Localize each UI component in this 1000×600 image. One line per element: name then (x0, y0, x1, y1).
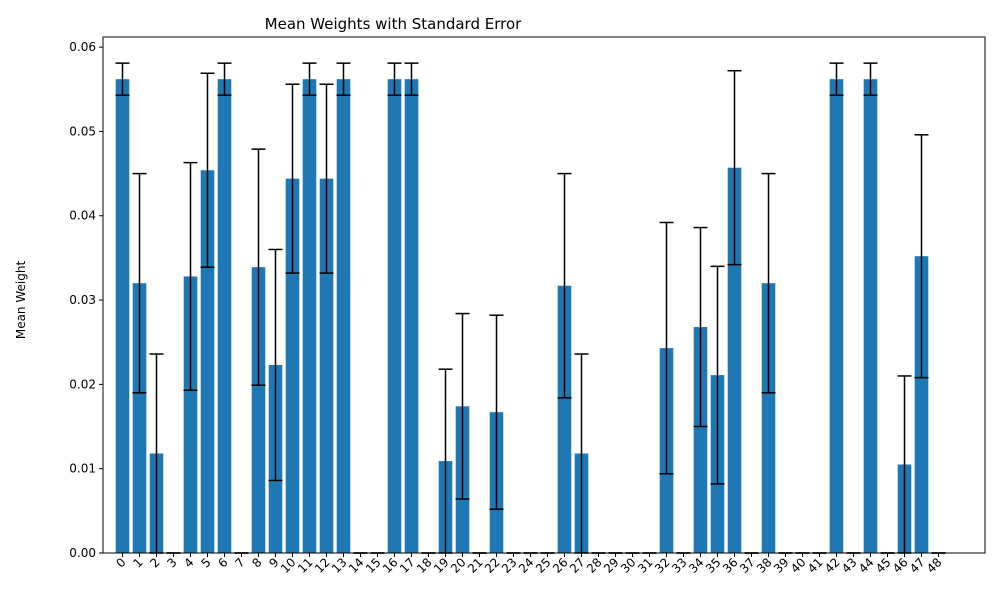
y-tick-label: 0.05 (69, 124, 96, 138)
error-bar (404, 62, 419, 96)
error-bar (183, 161, 198, 392)
bar (914, 256, 929, 553)
y-tick-label: 0.06 (69, 40, 96, 54)
x-tick-label: 4 (181, 555, 196, 570)
bar (404, 79, 419, 553)
x-tick-label: 48 (924, 555, 945, 576)
bar (285, 178, 300, 553)
error-bar (914, 134, 929, 379)
x-tick-label: 2 (147, 555, 162, 570)
error-bar (489, 314, 504, 510)
error-bar (387, 62, 402, 96)
error-bar (132, 172, 147, 394)
plot-frame (102, 36, 986, 554)
error-bar (455, 312, 470, 500)
y-tick-label: 0.03 (69, 293, 96, 307)
error-bar (727, 69, 742, 266)
error-bars-group (115, 62, 946, 554)
chart-title: Mean Weights with Standard Error (265, 15, 522, 33)
error-bar (251, 148, 266, 386)
y-tick-label: 0.02 (69, 377, 96, 391)
bar (217, 79, 232, 553)
x-tick-label: 3 (164, 555, 179, 570)
error-bar (710, 265, 725, 485)
x-tick-label: 5 (198, 555, 213, 570)
x-tick-label: 6 (215, 555, 230, 570)
error-bar (319, 83, 334, 274)
error-bar (761, 172, 776, 394)
error-bar (829, 62, 844, 96)
error-bar (200, 72, 215, 268)
x-tick-label: 8 (249, 555, 264, 570)
bar (693, 327, 708, 553)
x-tick-label: 0 (113, 555, 128, 570)
error-bar (336, 62, 351, 96)
error-bar (302, 62, 317, 96)
bar (387, 79, 402, 553)
error-bar (268, 248, 283, 482)
bar (251, 267, 266, 553)
bar (319, 178, 334, 553)
error-bar (285, 83, 300, 274)
error-bar (693, 226, 708, 428)
bar (829, 79, 844, 553)
x-tick-label: 7 (232, 555, 247, 570)
error-bar (115, 62, 130, 96)
y-tick-label: 0.04 (69, 209, 96, 223)
error-bar (863, 62, 878, 96)
bar (336, 79, 351, 553)
y-axis-label: Mean Weight (14, 261, 28, 340)
bar (183, 276, 198, 553)
bar (115, 79, 130, 553)
x-tick-label: 1 (130, 555, 145, 570)
y-tick-label: 0.01 (69, 462, 96, 476)
error-bar (659, 221, 674, 475)
bar (761, 283, 776, 553)
bar (200, 170, 215, 553)
bars-group (115, 79, 929, 553)
y-tick-label: 0.00 (69, 546, 96, 560)
bar (302, 79, 317, 553)
y-axis: 0.00 0.01 0.02 0.03 0.04 0.05 0.06 (69, 40, 103, 560)
bar (557, 285, 572, 553)
error-bar (557, 172, 572, 399)
bar (863, 79, 878, 553)
x-axis: 0 1 2 3 4 5 6 7 8 9101112131415161718192021222324… (113, 553, 945, 576)
bar (132, 283, 147, 553)
error-bar (217, 62, 232, 96)
